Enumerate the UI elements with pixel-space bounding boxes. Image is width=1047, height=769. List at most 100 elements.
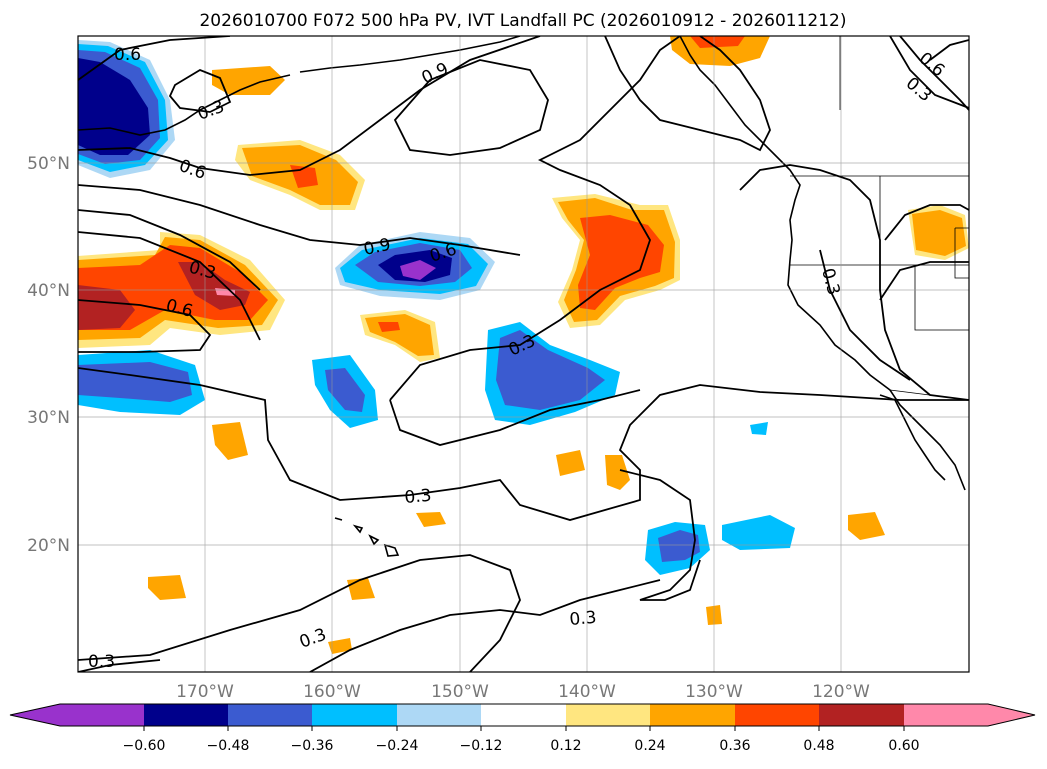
pos-anomaly-small-5 [416,512,446,527]
contour-03-south [78,554,521,672]
colorbar-tick-label: −0.60 [123,738,166,754]
contour-03-southloop [389,389,641,446]
colorbar-segment [481,704,566,726]
neg-anomaly-east [485,322,620,425]
colorbar-segment [904,704,988,726]
contour-09-band [78,184,521,256]
contour-06-north [78,36,541,176]
contour-03-west [78,231,261,341]
colorbar-segment [144,704,228,726]
contour-03-ne [604,36,771,152]
pos-anomaly-gulf [235,140,365,210]
colorbar-segment [566,704,650,726]
contour-label: 0.3 [88,652,115,672]
lat-label-50n: 50°N [27,154,70,174]
contour-interior-2 [879,261,969,301]
colorbar-extend-high [988,704,1035,726]
lat-labels: 20°N 30°N 40°N 50°N [27,154,70,556]
contour-interior-1 [884,204,969,241]
pos-anomaly-small-2 [212,422,248,460]
contour-06-top-right [929,39,969,61]
contour-label: 0.3 [569,608,598,630]
pos-anomaly-small-north [212,66,285,95]
colorbar-tick-label: 0.48 [803,738,834,754]
lon-label-170w: 170°W [176,682,234,702]
colorbar-segment [228,704,312,726]
pos-anomaly-small-6 [848,512,885,540]
contour-03-central [78,367,969,521]
contour-06-ne-corner [899,36,969,111]
lat-label-30n: 30°N [27,408,70,428]
colorbar-tick-label: −0.24 [376,738,419,754]
coastlines [78,36,966,557]
map-area: 0.6 0.3 0.6 0.9 0.9 0.6 0.3 0.6 0.3 0.3 … [78,36,969,672]
contour-03-coast [819,249,911,381]
pos-anomaly-small-3 [556,450,585,476]
lon-label-160w: 160°W [303,682,361,702]
west-coast [679,36,966,491]
alaska-coast [299,36,521,73]
colorbar: −0.60 −0.48 −0.36 −0.24 −0.12 0.12 0.24 … [9,703,1036,754]
lat-label-40n: 40°N [27,281,70,301]
colorbar-segment [312,704,397,726]
colorbar-ticks [143,726,905,731]
colorbar-tick-label: −0.12 [460,738,503,754]
contour-09-north [393,59,549,156]
pos-anomaly-west [78,232,285,348]
colorbar-tick-label: 0.36 [719,738,750,754]
pos-anomaly-mid [360,310,440,362]
colorbar-segment [819,704,904,726]
colorbar-segment [650,704,735,726]
lon-label-150w: 150°W [431,682,489,702]
lat-label-20n: 20°N [27,536,70,556]
gridlines [78,36,969,672]
contour-lines [78,36,969,672]
pos-anomaly-interior [908,205,969,260]
neg-anomaly-small-1 [312,355,378,428]
map-frame [77,35,970,673]
contour-03-nw [168,68,232,113]
contour-03-ne-corner [889,36,969,109]
contour-label: 0.3 [404,486,433,508]
contour-06-coast [739,164,969,401]
neg-anomaly-central [335,232,495,300]
lon-label-120w: 120°W [812,682,870,702]
colorbar-tick-labels: −0.60 −0.48 −0.36 −0.24 −0.12 0.12 0.24 … [123,738,920,754]
neg-anomaly-nw [78,40,175,178]
contour-06-west [78,209,261,291]
contour-west-closed [78,299,212,353]
neg-anomaly-small-4 [750,422,768,435]
contour-03-east [389,36,681,401]
neg-anomaly-sw [78,350,205,415]
contour-06-nw [78,36,231,81]
filled-contours [78,36,969,654]
colorbar-tick-label: 0.24 [634,738,665,754]
colorbar-tick-label: −0.48 [207,738,250,754]
colorbar-tick-label: 0.12 [550,738,581,754]
colorbar-extend-low [10,704,60,726]
colorbar-tick-label: −0.36 [291,738,334,754]
state-border-3 [914,265,969,331]
neg-anomaly-small-3 [722,515,795,550]
contour-03-south-2 [309,579,661,672]
figure-title: 2026010700 F072 500 hPa PV, IVT Landfall… [199,11,846,31]
lon-label-130w: 130°W [685,682,743,702]
state-border-4 [954,227,969,279]
colorbar-segment [735,704,819,726]
pos-anomaly-small-4 [605,455,630,490]
colorbar-outline [9,703,1036,727]
lon-label-140w: 140°W [558,682,616,702]
pos-anomaly-small-7 [148,575,186,600]
pos-anomaly-small-9 [328,638,352,654]
hawaii [334,517,400,557]
lon-labels: 170°W 160°W 150°W 140°W 130°W 120°W [176,682,870,702]
colorbar-segment [397,704,481,726]
contour-03-sw-loop [619,469,701,601]
colorbar-tick-label: 0.60 [888,738,919,754]
contour-03-sw-corner [78,659,161,672]
contour-label: 0.6 [114,45,141,65]
alaska-peninsula [78,74,291,136]
colorbar-segment [60,704,144,726]
